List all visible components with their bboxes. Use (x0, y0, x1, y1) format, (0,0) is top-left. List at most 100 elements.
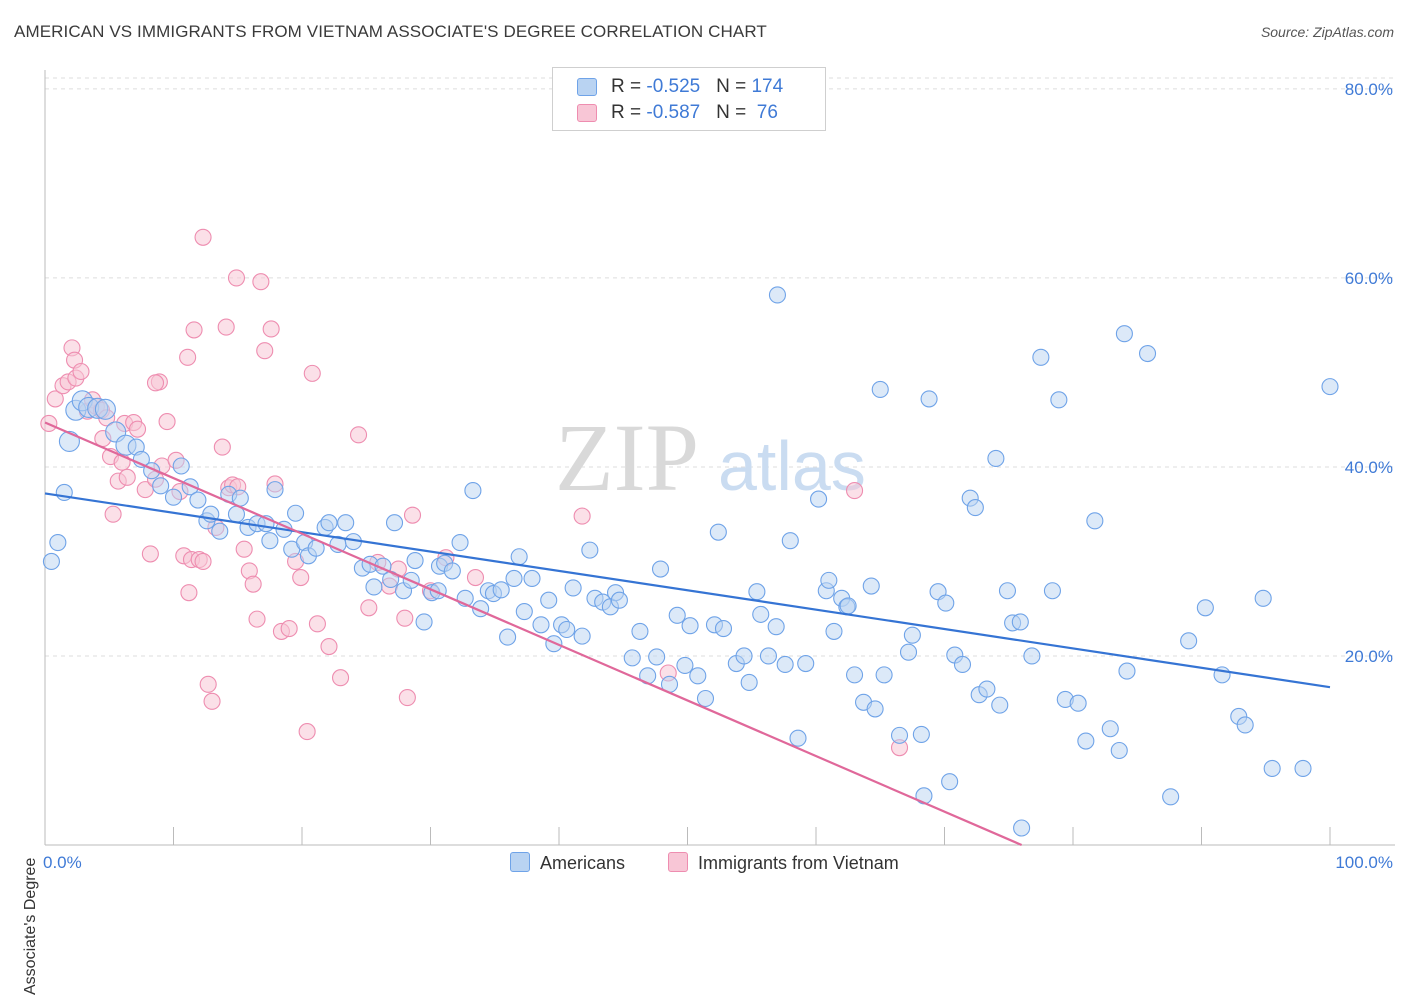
americans-point (564, 579, 582, 597)
americans-point (415, 613, 433, 631)
americans-point (648, 648, 666, 666)
americans-point (845, 666, 864, 684)
americans-point (1043, 582, 1061, 600)
americans-point (668, 606, 686, 624)
watermark-atlas: atlas (718, 427, 866, 505)
americans-point (752, 605, 770, 623)
americans-point (464, 482, 482, 500)
legend-swatch-americans (577, 78, 597, 96)
americans-point (573, 627, 591, 645)
americans-point (610, 591, 628, 609)
americans-point (1110, 741, 1128, 760)
legend-text-americans: R = -0.525 N = 174 (611, 76, 784, 97)
legend-r-americans: -0.525 (646, 76, 701, 97)
americans-point (49, 534, 67, 552)
trend-lines (44, 421, 1331, 847)
vietnam-point (403, 506, 422, 524)
americans-point (681, 617, 699, 635)
americans-point (189, 491, 207, 509)
chart-title: AMERICAN VS IMMIGRANTS FROM VIETNAM ASSO… (14, 22, 767, 41)
vietnam-trend-line (44, 421, 1023, 847)
y-tick-label: 80.0% (1345, 80, 1393, 99)
americans-point (1263, 759, 1281, 777)
americans-point (1115, 325, 1133, 343)
americans-point (510, 548, 528, 566)
y-tick-label: 20.0% (1345, 647, 1393, 666)
americans-point (492, 581, 510, 599)
vietnam-point (158, 413, 176, 431)
vietnam-point (244, 575, 262, 593)
americans-point (58, 430, 80, 452)
americans-point (797, 654, 815, 673)
vietnam-point (128, 420, 147, 438)
americans-point (94, 398, 116, 420)
vietnam-point (227, 269, 246, 287)
americans-point (211, 522, 229, 540)
americans-point (406, 551, 424, 570)
americans-point (1086, 512, 1104, 530)
bottom-legend-label-vietnam: Immigrants from Vietnam (698, 853, 899, 873)
vietnam-point (179, 348, 197, 366)
americans-points (42, 286, 1339, 837)
vietnam-point (331, 669, 350, 687)
vietnam-point (217, 318, 235, 336)
americans-point (696, 689, 715, 708)
y-tick-label: 40.0% (1345, 458, 1393, 477)
vietnam-point (303, 364, 321, 382)
americans-point (735, 647, 753, 665)
vietnam-point (298, 723, 316, 741)
americans-point (714, 620, 733, 638)
bottom-legend-label-americans: Americans (540, 853, 626, 873)
americans-point (890, 726, 909, 744)
vietnam-point (256, 342, 274, 360)
americans-point (558, 620, 576, 639)
vietnam-point (308, 615, 326, 633)
axes (44, 70, 1395, 846)
americans-point (1118, 662, 1136, 680)
vietnam-point (280, 620, 298, 638)
americans-point (1023, 647, 1041, 665)
americans-point (172, 457, 190, 475)
vietnam-point (360, 599, 378, 617)
bottom-legend-swatch-vietnam (668, 852, 688, 872)
americans-point (1236, 716, 1254, 734)
vietnam-point (248, 610, 266, 628)
americans-point (320, 514, 338, 532)
americans-point (651, 560, 670, 578)
scatter-chart: ZIP atlas 20.0% 40.0% 60.0% 80.0% 0.0% 100.0% (40, 70, 1395, 872)
vietnam-point (203, 692, 221, 710)
americans-point (998, 582, 1017, 600)
americans-point (676, 656, 694, 674)
vietnam-point (141, 545, 159, 563)
americans-point (839, 597, 857, 615)
americans-point (1180, 632, 1198, 650)
vietnam-point (118, 468, 136, 486)
vietnam-point (235, 540, 253, 558)
americans-point (825, 622, 843, 640)
legend-n-vietnam: 76 (751, 102, 778, 123)
vietnam-point (104, 505, 122, 523)
americans-point (266, 481, 284, 499)
americans-point (953, 655, 972, 674)
watermark: ZIP atlas (555, 404, 866, 511)
americans-point (1101, 720, 1119, 738)
americans-point (515, 603, 533, 621)
americans-point (1050, 391, 1068, 409)
americans-point (385, 514, 404, 532)
x-tick-label: 100.0% (1335, 853, 1393, 872)
americans-point (987, 449, 1005, 467)
legend-r-vietnam: -0.587 (646, 102, 701, 123)
vietnam-point (185, 321, 203, 339)
y-axis-label: Associate's Degree (22, 857, 39, 995)
americans-point (505, 569, 523, 588)
vietnam-point (72, 362, 90, 381)
americans-point (261, 532, 279, 550)
americans-point (810, 490, 828, 508)
americans-point (1032, 348, 1050, 366)
americans-point (689, 667, 707, 685)
americans-point (365, 578, 383, 596)
vietnam-point (466, 568, 485, 587)
legend-text-vietnam: R = -0.587 N = 76 (611, 102, 778, 123)
x-tick-label: 0.0% (43, 853, 82, 872)
americans-point (862, 577, 880, 595)
